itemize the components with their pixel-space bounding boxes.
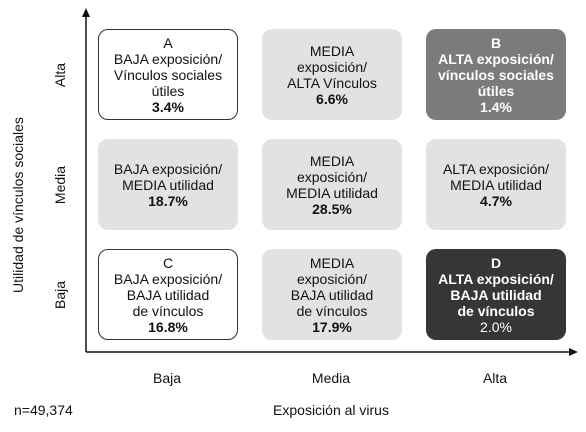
cell-share: 17.9% <box>312 318 352 335</box>
cell-line: BAJA exposición/ <box>113 50 223 67</box>
cell: D ALTA exposición/BAJA utilidad de vínculo… <box>426 249 566 340</box>
cell-line: MEDIA <box>309 254 355 271</box>
x-level: Media <box>311 370 351 386</box>
cell-line: ALTA exposición/ <box>438 50 554 67</box>
y-level: Media <box>52 165 68 205</box>
cell-line: vínculos sociales <box>438 66 554 83</box>
cell: ALTA exposición/MEDIA utilidad 4.7% <box>426 139 566 230</box>
cell-line: de vínculos <box>457 302 535 319</box>
cell-line: BAJA utilidad <box>126 286 210 303</box>
cell-line: ALTA exposición/ <box>438 270 554 287</box>
cell-line: exposición/ <box>296 168 368 185</box>
cell-line: útiles <box>477 82 515 99</box>
y-title: Utilidad de vínculos sociales <box>10 117 26 293</box>
cell-line: exposición/ <box>296 58 368 75</box>
x-level: Alta <box>482 370 508 386</box>
cell-line: Vínculos sociales <box>113 66 223 83</box>
x-level: Baja <box>152 370 182 386</box>
cell-line: MEDIA <box>309 42 355 59</box>
cell-letter: C <box>162 254 174 271</box>
cell: B ALTA exposición/vínculos sociales útiles… <box>426 29 566 120</box>
cell: A BAJA exposición/Vínculos sociales útiles… <box>98 29 238 120</box>
cell-share: 1.4% <box>480 98 512 115</box>
cell: C BAJA exposición/BAJA utilidad de vínculo… <box>98 249 238 340</box>
cell-line: ALTA Vínculos <box>287 74 377 91</box>
cell-line: de vínculos <box>296 302 368 319</box>
y-level: Alta <box>52 62 68 88</box>
cell-line: BAJA utilidad <box>450 286 542 303</box>
cell: BAJA exposición/MEDIA utilidad 18.7% <box>98 139 238 230</box>
note: n=49,374 <box>14 402 73 418</box>
x-arrow <box>569 348 578 356</box>
y-level: Baja <box>52 280 68 310</box>
cell-line: exposición/ <box>296 270 368 287</box>
cell-letter: A <box>163 34 173 51</box>
cell: MEDIA exposición/ALTA Vínculos 6.6% <box>262 29 402 120</box>
cell-letter: B <box>490 34 502 51</box>
cell-line: BAJA exposición/ <box>113 270 223 287</box>
cell: MEDIA exposición/MEDIA utilidad 28.5% <box>262 139 402 230</box>
cell-letter: D <box>490 254 502 271</box>
cell-line: de vínculos <box>132 302 204 319</box>
cell: MEDIA exposición/BAJA utilidad de vínculos… <box>262 249 402 340</box>
cell-share: 16.8% <box>148 318 188 335</box>
cell-line: MEDIA <box>309 152 355 169</box>
cell-line: ALTA exposición/ <box>442 160 550 177</box>
cell-line: útiles <box>151 82 185 99</box>
cell-share: 28.5% <box>312 200 352 217</box>
y-arrow <box>82 8 90 17</box>
cell-line: BAJA utilidad <box>290 286 374 303</box>
cell-share: 6.6% <box>316 90 348 107</box>
cell-line: BAJA exposición/ <box>113 160 223 177</box>
cell-share: 3.4% <box>152 98 184 115</box>
x-title: Exposición al virus <box>273 402 389 418</box>
cell-share: 4.7% <box>480 192 512 209</box>
cell-share: 2.0% <box>480 318 512 335</box>
cell-line: MEDIA utilidad <box>450 176 542 193</box>
cell-share: 18.7% <box>148 192 188 209</box>
cell-line: MEDIA utilidad <box>122 176 214 193</box>
cell-line: MEDIA utilidad <box>286 184 378 201</box>
